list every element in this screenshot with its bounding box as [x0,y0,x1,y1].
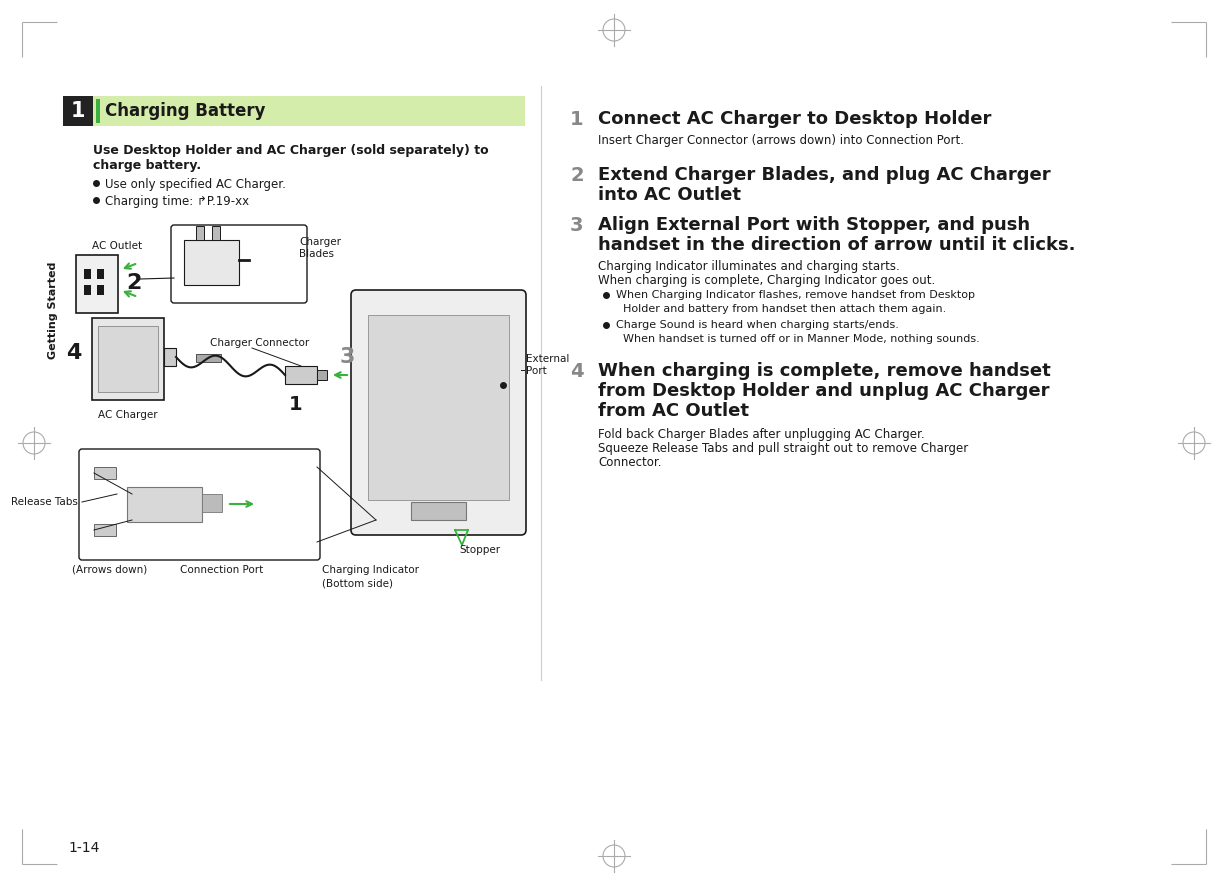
Text: Align External Port with Stopper, and push: Align External Port with Stopper, and pu… [598,216,1030,234]
Text: Charger
Blades: Charger Blades [298,237,341,259]
Text: 2: 2 [126,273,141,293]
Bar [317,370,327,380]
Text: 3: 3 [570,216,583,235]
Text: Use Desktop Holder and AC Charger (sold separately) to: Use Desktop Holder and AC Charger (sold … [93,144,489,157]
Text: AC Outlet: AC Outlet [92,241,142,251]
Text: Release Tabs: Release Tabs [11,497,79,507]
Text: Getting Started: Getting Started [48,261,58,359]
Text: 2: 2 [570,166,583,185]
Bar [96,99,99,123]
Text: (Bottom side): (Bottom side) [322,579,393,589]
Text: Holder and battery from handset then attach them again.: Holder and battery from handset then att… [623,304,947,314]
Text: 4: 4 [570,362,583,381]
Bar [196,354,221,362]
Text: from Desktop Holder and unplug AC Charger: from Desktop Holder and unplug AC Charge… [598,382,1050,400]
Text: Charger Connector: Charger Connector [210,338,309,348]
Text: 1: 1 [570,110,583,129]
Text: When handset is turned off or in Manner Mode, nothing sounds.: When handset is turned off or in Manner … [623,334,980,344]
Text: Squeeze Release Tabs and pull straight out to remove Charger: Squeeze Release Tabs and pull straight o… [598,442,968,455]
Text: Stopper: Stopper [459,545,501,555]
Bar [368,315,508,500]
Bar [285,366,317,384]
Bar [126,487,201,522]
Text: Connect AC Charger to Desktop Holder: Connect AC Charger to Desktop Holder [598,110,991,128]
Bar [92,318,165,400]
Bar [165,348,176,366]
Text: 1: 1 [71,101,85,121]
Text: External
Port: External Port [526,354,570,376]
Bar [97,269,104,279]
Text: Connector.: Connector. [598,456,662,469]
Bar [184,240,239,285]
Text: AC Charger: AC Charger [98,410,158,420]
Bar [98,326,158,392]
Text: Extend Charger Blades, and plug AC Charger: Extend Charger Blades, and plug AC Charg… [598,166,1051,184]
Bar [63,96,93,126]
Text: (Arrows down): (Arrows down) [72,565,147,575]
Bar [97,285,104,295]
Text: Fold back Charger Blades after unplugging AC Charger.: Fold back Charger Blades after unpluggin… [598,428,925,441]
Text: 4: 4 [66,343,82,363]
Bar [411,502,465,520]
Bar [84,285,91,295]
Text: Charging Battery: Charging Battery [106,102,265,120]
FancyBboxPatch shape [351,290,526,535]
Bar [95,524,115,536]
Bar [95,467,115,479]
Text: 3: 3 [340,347,355,367]
Text: Use only specified AC Charger.: Use only specified AC Charger. [106,178,286,191]
Bar [76,255,118,313]
Text: Charging time: ↱P.19-xx: Charging time: ↱P.19-xx [106,195,249,208]
Bar [63,96,526,126]
Bar [84,269,91,279]
Text: Charging Indicator illuminates and charging starts.: Charging Indicator illuminates and charg… [598,260,900,273]
Text: 1-14: 1-14 [68,841,99,855]
Text: into AC Outlet: into AC Outlet [598,186,740,204]
Text: charge battery.: charge battery. [93,159,201,172]
Bar [196,226,204,240]
Bar [201,494,222,512]
FancyBboxPatch shape [171,225,307,303]
FancyBboxPatch shape [79,449,321,560]
Text: Insert Charger Connector (arrows down) into Connection Port.: Insert Charger Connector (arrows down) i… [598,134,964,147]
Text: 1: 1 [289,395,303,414]
Text: Charging Indicator: Charging Indicator [322,565,419,575]
Text: When charging is complete, Charging Indicator goes out.: When charging is complete, Charging Indi… [598,274,936,287]
Text: Charge Sound is heard when charging starts/ends.: Charge Sound is heard when charging star… [616,320,899,330]
Text: Connection Port: Connection Port [181,565,264,575]
Text: from AC Outlet: from AC Outlet [598,402,749,420]
Text: handset in the direction of arrow until it clicks.: handset in the direction of arrow until … [598,236,1076,254]
Text: When Charging Indicator flashes, remove handset from Desktop: When Charging Indicator flashes, remove … [616,290,975,300]
Bar [212,226,220,240]
Text: When charging is complete, remove handset: When charging is complete, remove handse… [598,362,1051,380]
